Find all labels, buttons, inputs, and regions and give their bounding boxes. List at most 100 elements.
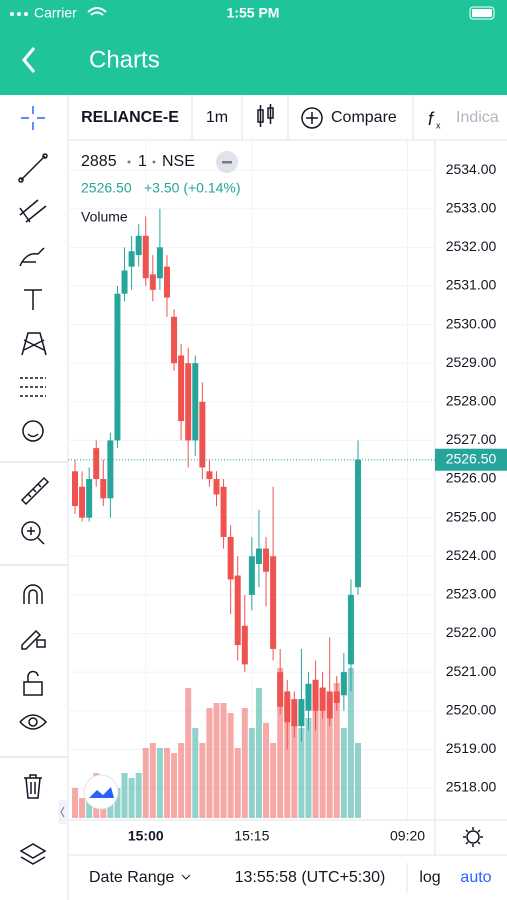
- volume-bar: [291, 718, 298, 818]
- timezone-clock[interactable]: 13:55:58 (UTC+5:30): [235, 869, 386, 886]
- volume-bar: [163, 748, 170, 818]
- volume-bar: [340, 728, 347, 818]
- candle-body: [227, 536, 234, 580]
- volume-bar: [185, 688, 192, 818]
- volume-bar: [319, 688, 326, 818]
- chart-area: 2518.00 2519.00 2520.00 2521.00 2522.00 2523.…: [68, 140, 507, 855]
- candle-body: [340, 672, 347, 696]
- candle-body: [142, 235, 149, 279]
- volume-bar: [326, 693, 333, 818]
- volume-bar: [156, 748, 163, 818]
- volume-bar: [114, 788, 121, 818]
- delete-tool[interactable]: [24, 774, 42, 799]
- log-button[interactable]: log: [419, 869, 440, 886]
- y-tick-label: 2529.00: [446, 354, 497, 370]
- last-price-box: [435, 448, 507, 471]
- fib-tool[interactable]: [20, 377, 46, 397]
- ruler-tool[interactable]: [20, 476, 50, 506]
- candle-body: [248, 556, 255, 595]
- magnet-tool[interactable]: [23, 584, 43, 604]
- page-title: Charts: [89, 46, 160, 73]
- volume-bar: [312, 693, 319, 818]
- date-range-button[interactable]: Date Range: [89, 869, 174, 886]
- candle-body: [291, 699, 298, 727]
- candle-body: [72, 471, 78, 507]
- legend-symbol: 2885: [81, 153, 117, 170]
- interval-button[interactable]: 1m: [206, 109, 228, 126]
- candle-body: [121, 270, 128, 294]
- status-dot: [10, 12, 28, 16]
- indicators-button[interactable]: Indica: [456, 109, 499, 126]
- compare-button[interactable]: Compare: [331, 109, 397, 126]
- back-button[interactable]: [22, 47, 36, 73]
- volume-bar: [277, 668, 284, 818]
- brush-tool[interactable]: [19, 247, 45, 267]
- y-tick-label: 2522.00: [446, 624, 497, 640]
- layers-tool[interactable]: [19, 843, 47, 865]
- volume-bar: [142, 748, 149, 818]
- candle-body: [192, 363, 199, 441]
- y-tick-label: 2523.00: [446, 586, 497, 602]
- candle-body: [298, 699, 305, 727]
- volume-bar: [241, 708, 248, 818]
- candle-body: [128, 251, 135, 267]
- trend-line-tool[interactable]: [20, 155, 46, 181]
- candle-body: [220, 486, 227, 537]
- y-tick-label: 2527.00: [446, 431, 497, 447]
- volume-bar: [199, 743, 206, 818]
- fx-icon[interactable]: f: [428, 109, 435, 129]
- auto-button[interactable]: auto: [460, 869, 491, 886]
- lock-tool[interactable]: [23, 681, 43, 696]
- text-tool[interactable]: [24, 289, 42, 310]
- collapse-tab[interactable]: [58, 800, 68, 824]
- pitchfork-tool[interactable]: [19, 199, 47, 223]
- x-tick-label: 09:20: [390, 828, 425, 844]
- candle-body: [333, 691, 340, 703]
- candle-body: [163, 266, 170, 298]
- legend-sep: [152, 160, 156, 164]
- volume-bar: [72, 788, 78, 818]
- y-tick-label: 2525.00: [446, 508, 497, 524]
- candle-body: [93, 448, 100, 480]
- y-tick-label: 2530.00: [446, 315, 497, 331]
- logo: [89, 787, 114, 798]
- candle-body: [270, 556, 277, 649]
- volume-bar: [121, 773, 128, 818]
- candle-body: [255, 548, 262, 564]
- last-price-label: 2526.50: [446, 450, 497, 466]
- volume-bar: [263, 723, 270, 818]
- symbol-button[interactable]: RELIANCE-E: [81, 109, 179, 126]
- candle-body: [263, 548, 270, 572]
- candle-body: [171, 316, 178, 364]
- x-tick-label: 15:00: [128, 828, 164, 844]
- volume-bar: [128, 778, 135, 818]
- battery-level: [472, 9, 492, 17]
- fx-icon-x: x: [436, 120, 441, 130]
- candle-body: [305, 683, 312, 711]
- logo-button[interactable]: [83, 774, 119, 810]
- volume-bar: [192, 728, 199, 818]
- candle-body: [149, 274, 156, 290]
- y-tick-label: 2534.00: [446, 161, 497, 177]
- lock-draw-tool[interactable]: [21, 629, 42, 650]
- crosshair-tool[interactable]: [21, 106, 45, 130]
- y-tick-label: 2520.00: [446, 701, 497, 717]
- volume-bar: [220, 703, 227, 818]
- volume-bar: [298, 728, 305, 818]
- y-tick-label: 2521.00: [446, 663, 497, 679]
- y-tick-label: 2533.00: [446, 199, 497, 215]
- candle-body: [199, 401, 206, 468]
- dropdown-arrow: [181, 874, 191, 880]
- zoom-tool[interactable]: [21, 521, 41, 541]
- settings-button[interactable]: [463, 827, 483, 847]
- candle-body: [277, 672, 284, 707]
- emoji-tool[interactable]: [22, 420, 44, 442]
- compare-icon[interactable]: [301, 107, 323, 129]
- volume-bar: [270, 743, 277, 818]
- visibility-tool[interactable]: [19, 714, 48, 730]
- chart-type-button[interactable]: [257, 104, 274, 127]
- y-tick-label: 2531.00: [446, 277, 497, 293]
- pattern-tool[interactable]: [21, 332, 47, 356]
- candle-body: [86, 479, 93, 518]
- y-tick-label: 2518.00: [446, 779, 497, 795]
